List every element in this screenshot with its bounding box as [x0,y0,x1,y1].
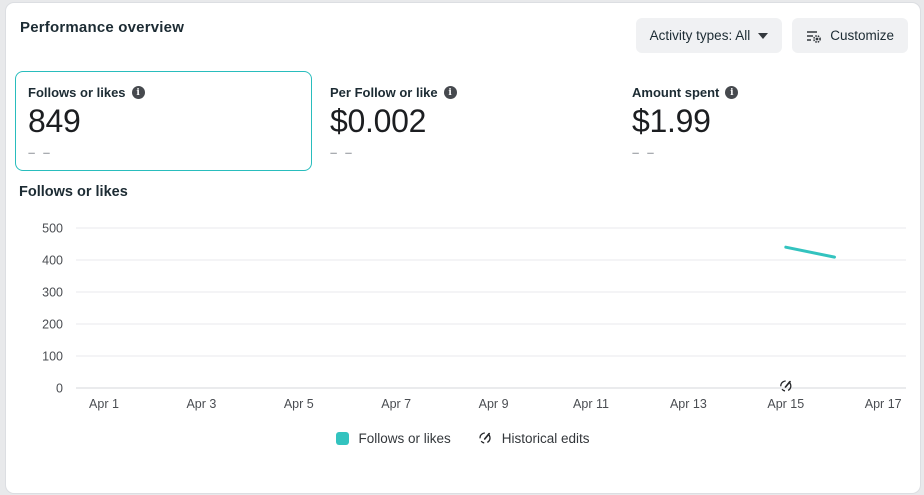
metric-label: Amount spent [632,85,720,100]
metric-value: $0.002 [330,103,427,139]
metric-subvalue: – – [28,145,53,160]
metric-label: Follows or likes [28,85,126,100]
x-axis-label: Apr 5 [284,397,314,411]
historical-edit-marker[interactable] [778,378,794,394]
x-axis-label: Apr 1 [89,397,119,411]
info-icon[interactable] [131,86,145,99]
customize-icon [806,28,822,44]
metric-subvalue: – – [330,145,355,160]
legend-item-follows-or-likes: Follows or likes [336,430,451,446]
legend-label: Historical edits [501,430,590,446]
x-axis-label: Apr 7 [381,397,411,411]
metric-value: $1.99 [632,103,711,139]
y-axis-label: 0 [56,382,63,396]
x-axis-label: Apr 13 [670,397,707,411]
metric-cards: Follows or likes 849 – – Per Follow or l… [15,71,916,171]
legend-item-historical-edits: Historical edits [477,430,590,446]
legend-swatch-teal [336,431,350,445]
info-icon[interactable] [725,86,739,99]
y-axis-label: 200 [42,318,63,332]
metric-card-follows-or-likes[interactable]: Follows or likes 849 – – [15,71,312,171]
y-axis-label: 100 [42,350,63,364]
chart-title: Follows or likes [19,184,128,200]
x-axis-label: Apr 3 [186,397,216,411]
activity-types-dropdown[interactable]: Activity types: All [635,18,783,53]
x-axis-label: Apr 11 [573,397,609,411]
y-axis-label: 400 [42,254,63,268]
legend-label: Follows or likes [358,430,451,446]
performance-overview-panel: Performance overview Activity types: All… [5,2,921,494]
customize-button[interactable]: Customize [792,18,908,53]
customize-label: Customize [830,28,894,43]
chart-legend: Follows or likes Historical edits [6,430,920,446]
x-axis-label: Apr 17 [865,397,902,411]
page-title: Performance overview [20,19,185,36]
info-icon[interactable] [443,86,457,99]
x-axis-label: Apr 9 [479,397,509,411]
metric-value: 849 [28,103,81,139]
header-actions: Activity types: All Customize [635,18,908,53]
metric-label: Per Follow or like [330,85,438,100]
caret-down-icon [758,32,769,39]
y-axis-label: 300 [42,286,63,300]
metric-subvalue: – – [632,145,657,160]
activity-types-label: Activity types: All [649,28,751,43]
y-axis-label: 500 [42,222,63,236]
series-line [784,245,836,259]
metric-card-amount-spent[interactable]: Amount spent $1.99 – – [619,71,916,171]
metric-card-per-follow-or-like[interactable]: Per Follow or like $0.002 – – [317,71,614,171]
historical-edits-icon [477,430,493,446]
x-axis-label: Apr 15 [767,397,804,411]
